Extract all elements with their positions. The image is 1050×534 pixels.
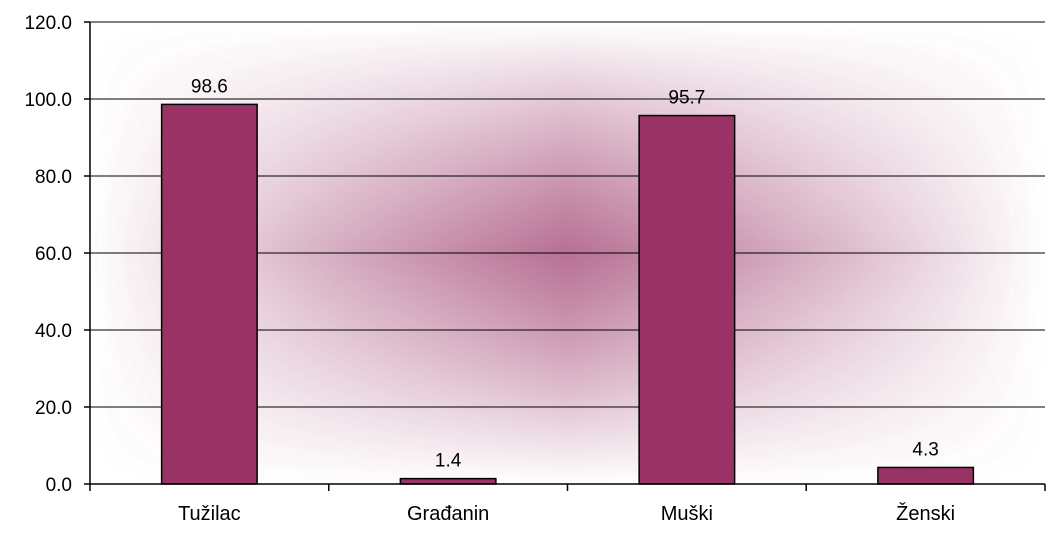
y-tick-label: 100.0 xyxy=(24,90,72,111)
data-label: 1.4 xyxy=(435,451,462,472)
x-tick-label: Ženski xyxy=(896,502,955,525)
data-label: 98.6 xyxy=(191,76,228,97)
y-tick-label: 120.0 xyxy=(24,13,72,34)
bars xyxy=(160,103,975,485)
bar xyxy=(638,114,736,485)
x-tick-label: Građanin xyxy=(407,503,489,525)
data-label: 4.3 xyxy=(912,439,938,460)
y-tick-label: 40.0 xyxy=(35,321,72,342)
bar xyxy=(160,103,258,485)
y-tick-label: 20.0 xyxy=(35,398,72,419)
x-tick-label: Tužilac xyxy=(178,503,241,525)
y-tick-label: 60.0 xyxy=(35,244,72,265)
y-tick-label: 0.0 xyxy=(46,475,72,496)
data-label: 95.7 xyxy=(668,88,705,109)
labels: 98.6 Tužilac 1.4 Građanin 95.7 Muški 4.3 Ženski… xyxy=(24,13,955,525)
axes xyxy=(84,21,1046,491)
x-tick-label: Muški xyxy=(661,503,713,525)
bar xyxy=(399,477,497,485)
bar xyxy=(877,466,975,485)
y-tick-label: 80.0 xyxy=(35,167,72,188)
